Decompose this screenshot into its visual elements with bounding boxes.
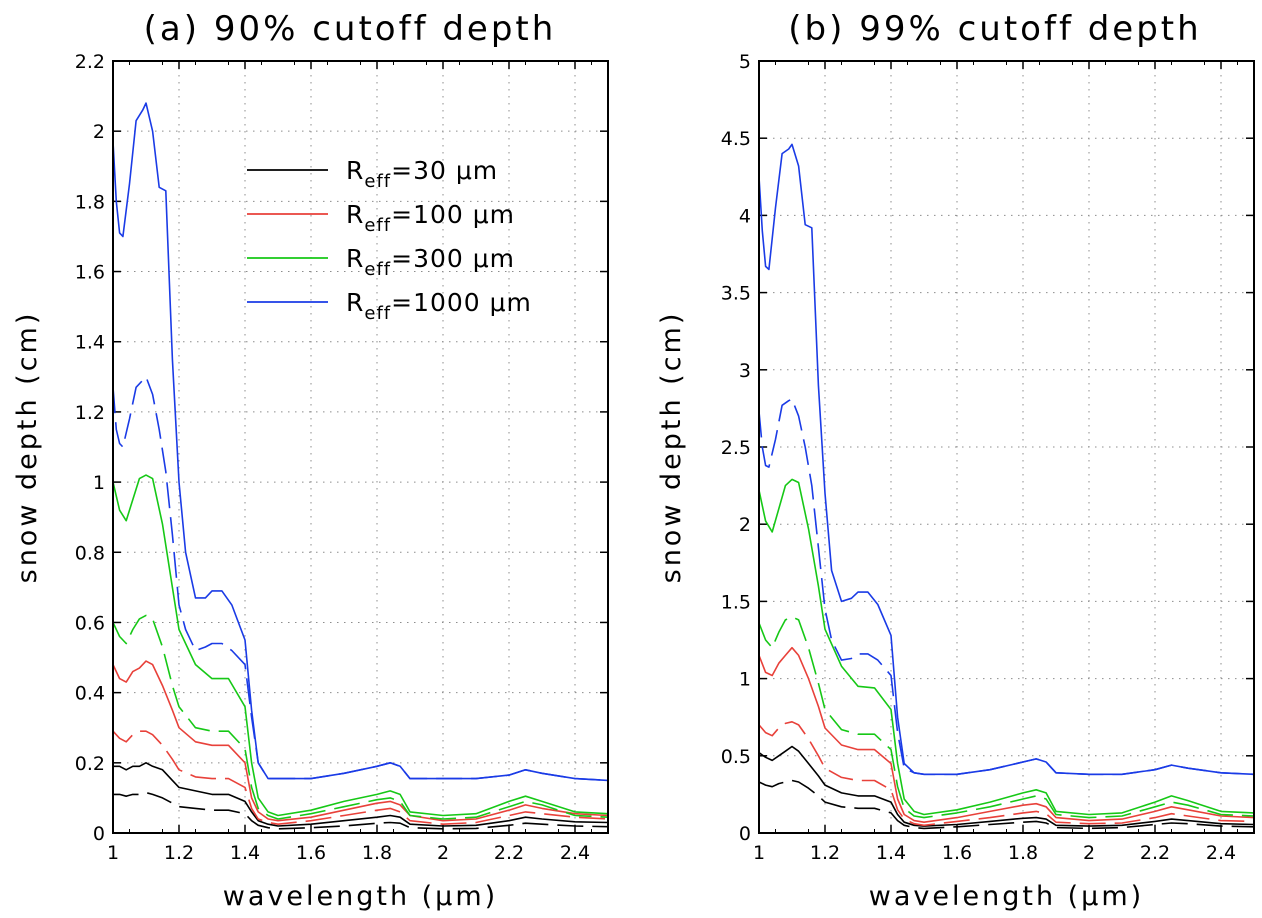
series-line-dashed-3 [112, 730, 609, 826]
legend-label: =1000 μm [391, 288, 532, 317]
legend-subscript: eff [364, 303, 391, 324]
series-line-dashed-5 [758, 615, 1255, 819]
y-tick-label: 5 [739, 51, 751, 73]
y-tick-label: 2 [93, 121, 105, 143]
y-tick-label: 3.5 [721, 283, 751, 305]
legend-subscript: eff [364, 171, 391, 192]
legend-entry: Reff=100 μm [346, 200, 515, 236]
x-tick-label: 1.6 [296, 842, 326, 864]
legend-symbol: R [346, 200, 364, 229]
legend-subscript: eff [364, 215, 391, 236]
y-tick-label: 0.5 [721, 746, 751, 768]
x-tick-label: 2 [1083, 842, 1095, 864]
legend-label: =100 μm [391, 200, 515, 229]
series-line-dashed-1 [758, 779, 1255, 830]
y-tick-label: 1 [739, 669, 751, 691]
y-tick-label: 1.6 [75, 262, 105, 284]
x-tick-label: 1.8 [1008, 842, 1038, 864]
legend-symbol: R [346, 244, 364, 273]
legend-label: =30 μm [391, 156, 498, 185]
y-tick-label: 4.5 [721, 128, 751, 150]
x-tick-label: 2 [437, 842, 449, 864]
y-tick-label: 0.4 [75, 683, 105, 705]
y-tick-label: 0.8 [75, 542, 105, 564]
series-line-solid-2 [758, 646, 1255, 824]
plot-frame [758, 60, 1255, 834]
series-line-dashed-3 [758, 720, 1255, 827]
legend-symbol: R [346, 156, 364, 185]
series-line-solid-4 [112, 474, 609, 817]
y-tick-label: 3 [739, 360, 751, 382]
y-tick-label: 2.2 [75, 51, 105, 73]
x-tick-label: 1.4 [230, 842, 260, 864]
y-tick-label: 0 [93, 823, 105, 845]
y-tick-label: 1.4 [75, 332, 105, 354]
series-line-dashed-1 [113, 791, 609, 830]
y-tick-label: 1.2 [75, 402, 105, 424]
y-tick-label: 1 [93, 472, 105, 494]
plot-frame [112, 60, 609, 834]
y-tick-label: 0.2 [75, 753, 105, 775]
panel-b: 1 1.2 1.4 1.6 1.8 2 2.2 2.4 0 0.5 1 1.5 2 2.5 3 3.5 4 4.5… [656, 9, 1255, 912]
series-line-dashed-7 [112, 375, 609, 782]
chart-title: (a) 90% cutoff depth [144, 9, 557, 49]
x-axis-label: wavelength (μm) [223, 881, 498, 912]
y-tick-label: 1.5 [721, 591, 751, 613]
legend-entry: Reff=300 μm [346, 244, 515, 280]
y-tick-label: 2.5 [721, 437, 751, 459]
y-tick-label: 0 [739, 823, 751, 845]
series-line-solid-2 [112, 660, 609, 822]
x-tick-label: 1 [107, 842, 119, 864]
y-tick-label: 0.6 [75, 612, 105, 634]
y-tick-label: 1.8 [75, 191, 105, 213]
legend-entry: Reff=30 μm [346, 156, 498, 192]
series-line-solid-0 [113, 761, 609, 827]
x-tick-label: 2.2 [1140, 842, 1170, 864]
x-axis-label: wavelength (μm) [869, 881, 1144, 912]
series-line-dashed-5 [112, 614, 609, 820]
legend-entry: Reff=1000 μm [346, 288, 532, 324]
y-tick-label: 4 [739, 205, 751, 227]
series-line-solid-0 [758, 745, 1255, 827]
x-tick-label: 1.4 [876, 842, 906, 864]
y-tick-label: 2 [739, 514, 751, 536]
y-axis-label: snow depth (cm) [12, 311, 43, 584]
x-tick-label: 1.6 [942, 842, 972, 864]
series-line-solid-4 [758, 478, 1255, 816]
x-tick-label: 1.8 [362, 842, 392, 864]
x-tick-label: 1.2 [164, 842, 194, 864]
y-axis-label: snow depth (cm) [656, 311, 687, 584]
x-tick-label: 1 [753, 842, 765, 864]
x-tick-label: 2.4 [560, 842, 590, 864]
legend-label: =300 μm [391, 244, 515, 273]
x-tick-label: 2.2 [494, 842, 524, 864]
series-line-dashed-7 [758, 398, 1255, 776]
legend-subscript: eff [364, 259, 391, 280]
x-tick-label: 2.4 [1206, 842, 1236, 864]
panel-a: 1 1.2 1.4 1.6 1.8 2 2.2 2.4 0 0.2 0.4 0.6 0.8 1 1.2 1.4… [12, 9, 609, 912]
x-tick-label: 1.2 [810, 842, 840, 864]
legend-symbol: R [346, 288, 364, 317]
series-line-solid-6 [758, 143, 1255, 776]
chart-title: (b) 99% cutoff depth [788, 9, 1201, 49]
